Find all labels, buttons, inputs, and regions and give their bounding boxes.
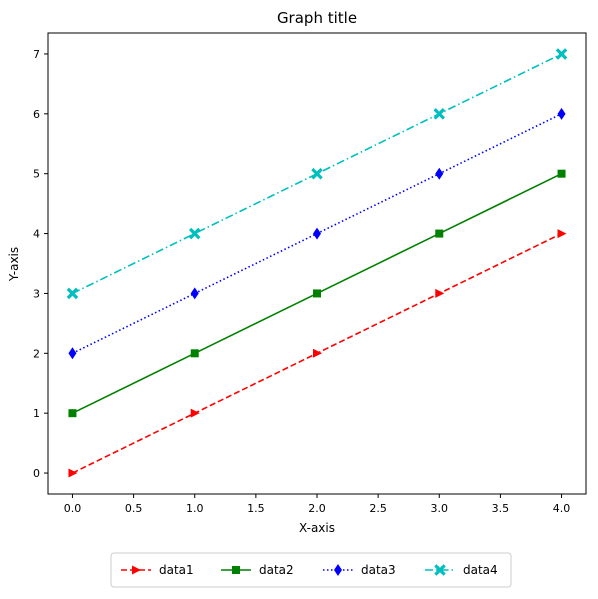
x-marker-stroke [66, 287, 79, 300]
x-tick-label: 2.0 [308, 502, 326, 515]
legend-item-data1: data1 [121, 563, 194, 577]
data-point-data3 [313, 227, 321, 240]
y-tick-label: 5 [33, 168, 40, 181]
y-tick-label: 4 [33, 228, 40, 241]
legend-marker [334, 564, 342, 576]
series-data3 [68, 107, 566, 360]
data-point-data4 [433, 108, 446, 120]
data-point-data1 [557, 229, 567, 239]
x-marker-stroke [188, 227, 201, 240]
data-point-data3 [557, 107, 566, 120]
data-point-data2 [190, 349, 199, 358]
x-marker-stroke [434, 564, 446, 576]
legend-label: data1 [159, 563, 194, 577]
x-marker-stroke [555, 48, 568, 60]
legend-label: data2 [259, 563, 294, 577]
x-tick-label: 0.5 [125, 502, 143, 515]
y-tick-label: 2 [33, 347, 40, 360]
data-point-data1 [190, 408, 200, 418]
series-data4 [66, 48, 568, 300]
data-point-data3 [190, 287, 199, 300]
legend-item-data4: data4 [425, 563, 498, 577]
data-point-data3 [435, 167, 444, 180]
y-tick-label: 1 [33, 407, 40, 420]
data-point-data2 [557, 169, 566, 178]
y-tick-label: 0 [33, 467, 40, 480]
legend: data1 data2 data3 data4 [110, 552, 512, 588]
x-tick-label: 1.5 [247, 502, 265, 515]
x-tick-label: 3.0 [431, 502, 449, 515]
plot-frame [47, 32, 587, 495]
data-point-data4 [188, 227, 201, 240]
data-point-data1 [68, 468, 78, 478]
series-data1 [68, 229, 567, 478]
legend-marker [434, 564, 446, 576]
data-point-data4 [66, 287, 79, 300]
data-point-data4 [311, 167, 323, 180]
legend-box [110, 552, 512, 588]
legend-marker [132, 565, 141, 575]
series-data2 [68, 169, 566, 418]
data-point-data2 [435, 229, 444, 238]
legend-item-data2: data2 [221, 563, 294, 577]
y-tick-label: 6 [33, 108, 40, 121]
x-tick-label: 3.5 [492, 502, 510, 515]
x-marker-stroke [433, 108, 446, 120]
legend-marker [232, 566, 240, 574]
data-point-data1 [313, 348, 322, 358]
y-tick-label: 7 [33, 48, 40, 61]
x-marker-stroke [311, 167, 323, 180]
data-point-data4 [555, 48, 568, 60]
x-tick-label: 4.0 [553, 502, 571, 515]
y-axis-label: Y-axis [7, 247, 21, 282]
data-point-data3 [68, 347, 77, 360]
series-line-data4 [72, 53, 562, 295]
x-axis-label: X-axis [299, 521, 335, 535]
data-point-data2 [68, 409, 77, 418]
data-point-data2 [313, 289, 321, 298]
x-tick-label: 1.0 [186, 502, 204, 515]
y-tick-label: 3 [33, 287, 40, 300]
legend-item-data3: data3 [323, 563, 396, 577]
data-point-data1 [435, 288, 445, 298]
legend-label: data3 [361, 563, 396, 577]
x-tick-label: 0.0 [64, 502, 82, 515]
legend-label: data4 [463, 563, 498, 577]
x-tick-label: 2.5 [369, 502, 387, 515]
chart-title: Graph title [277, 9, 357, 27]
